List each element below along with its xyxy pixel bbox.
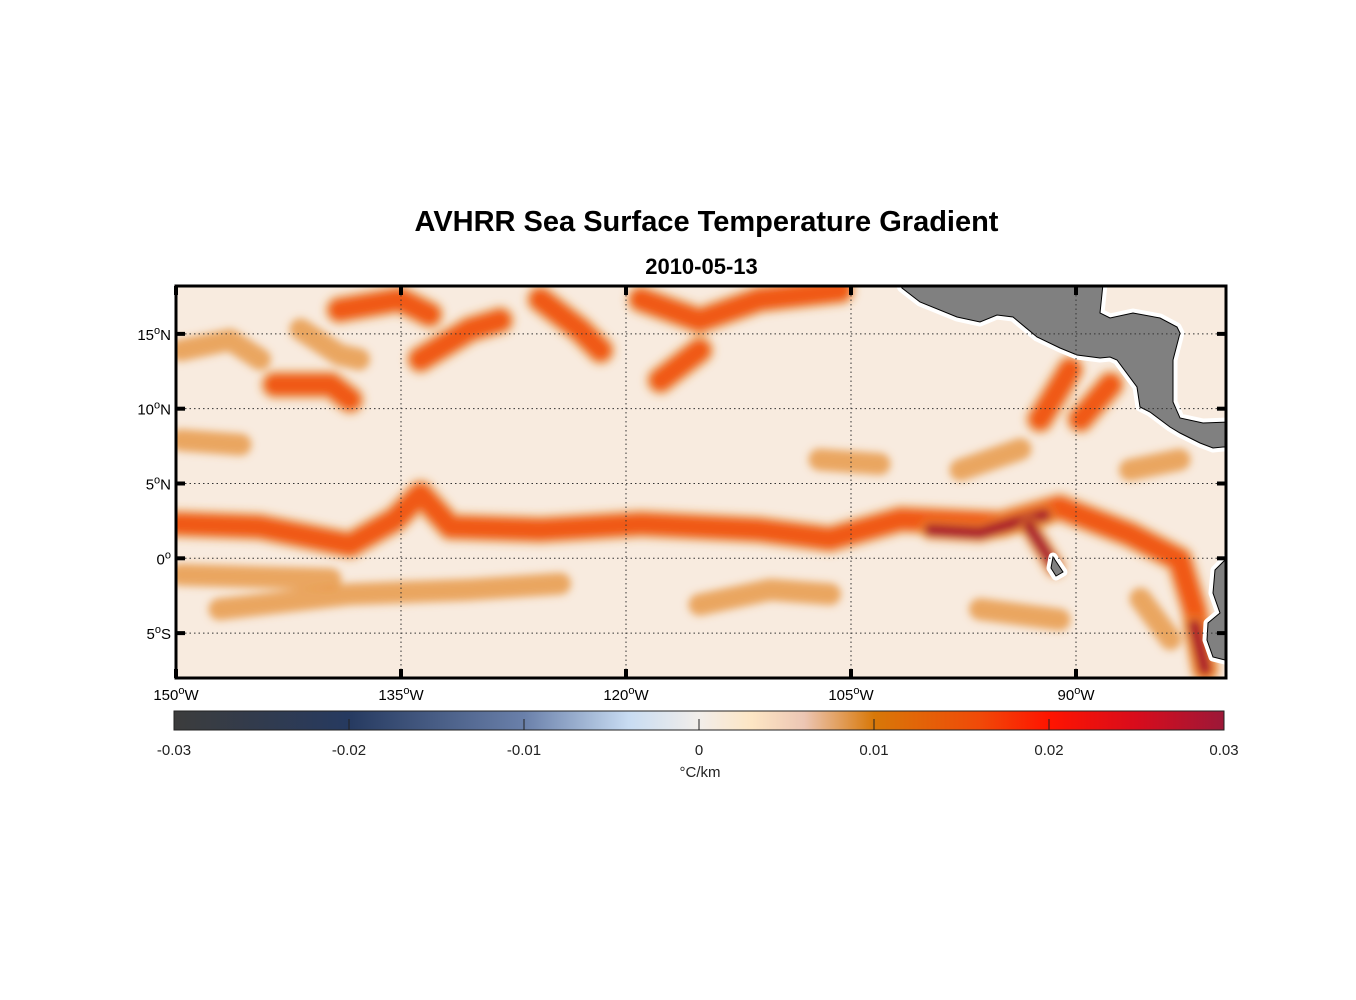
chart-title: AVHRR Sea Surface Temperature Gradient	[414, 206, 999, 238]
sst-front	[650, 340, 710, 391]
y-tick-label: 15oN	[137, 325, 171, 344]
sst-front	[1030, 359, 1080, 430]
sst-front	[530, 289, 611, 361]
sst-front	[176, 484, 1215, 678]
sst-front	[688, 578, 841, 616]
chart-subtitle: 2010-05-13	[645, 254, 758, 279]
sst-front	[1129, 587, 1182, 651]
colorbar-tick-label: 0.01	[859, 742, 888, 759]
sst-front	[329, 289, 440, 325]
sst-front	[1119, 448, 1191, 481]
sst-front	[949, 438, 1032, 481]
x-tick-label: 105oW	[828, 685, 874, 704]
sst-front	[631, 286, 851, 331]
colorbar-tick-label: -0.02	[332, 742, 366, 759]
sst-front	[265, 374, 360, 410]
y-tick-label: 0o	[157, 549, 171, 568]
x-tick-label: 150oW	[153, 685, 199, 704]
sst-front	[1188, 619, 1211, 675]
y-tick-label: 5oS	[147, 624, 171, 643]
sst-front	[410, 310, 510, 370]
land-central-america	[900, 286, 1226, 449]
sst-front	[1070, 374, 1121, 430]
sst-front	[176, 563, 342, 591]
colorbar-tick-label: -0.01	[507, 742, 541, 759]
y-tick-label: 5oN	[146, 474, 171, 493]
sst-front	[176, 328, 271, 371]
colorbar-tick-label: 0.02	[1034, 742, 1063, 759]
colorbar-tick-label: 0.03	[1209, 742, 1238, 759]
colorbar-tick-label: 0	[695, 742, 703, 759]
x-tick-label: 90oW	[1058, 685, 1096, 704]
y-tick-label: 10oN	[137, 400, 171, 419]
colorbar-label: °C/km	[679, 764, 721, 781]
x-tick-label: 135oW	[378, 685, 424, 704]
sst-front	[289, 318, 370, 371]
colorbar-tick-label: -0.03	[157, 742, 191, 759]
sst-front	[808, 448, 891, 475]
x-tick-label: 120oW	[603, 685, 649, 704]
land-galapagos	[1050, 555, 1064, 577]
sst-front	[176, 429, 252, 456]
sst-front	[969, 598, 1071, 631]
sst-front	[208, 572, 571, 621]
